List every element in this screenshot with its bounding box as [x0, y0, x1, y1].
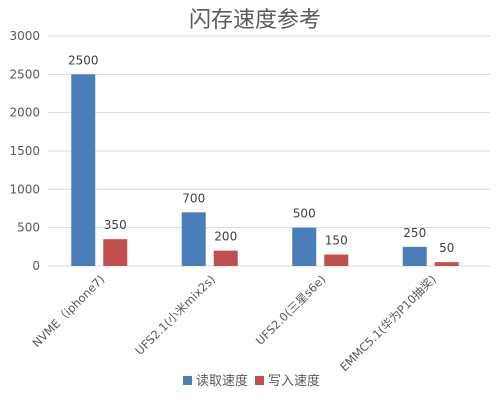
- data-label: 200: [214, 230, 237, 244]
- data-labels-layer: 2500 350 700 200 500 150 250 50: [68, 53, 454, 255]
- chart-title: 闪存速度参考: [189, 8, 321, 33]
- data-label: 350: [104, 218, 127, 232]
- data-label: 150: [325, 234, 348, 248]
- data-label: 500: [293, 207, 316, 221]
- bar-write: [103, 239, 128, 266]
- bar-write: [434, 262, 459, 266]
- y-tick-label: 1500: [9, 144, 40, 158]
- y-tick-label: 2500: [9, 67, 40, 81]
- y-tick-label: 2000: [9, 106, 40, 120]
- legend-label: 写入速度: [268, 373, 320, 389]
- data-label: 700: [182, 191, 205, 205]
- data-label: 2500: [68, 53, 99, 67]
- category-labels-layer: NVME（iphone7) UFS2.1(小米mix2s) UFS2.0(三星s6e…: [29, 272, 438, 374]
- bar-write: [213, 250, 238, 266]
- grid-layer: 0 500 1000 1500 2000 2500 3000: [9, 29, 490, 273]
- category-label: EMMC5.1(华为P10抽奖): [337, 272, 439, 374]
- legend-label: 读取速度: [196, 373, 248, 389]
- data-label: 250: [403, 226, 426, 240]
- data-label: 50: [439, 241, 454, 255]
- bar-read: [181, 212, 206, 266]
- bar-write: [324, 254, 349, 266]
- y-tick-label: 1000: [9, 182, 40, 196]
- y-tick-label: 0: [32, 259, 40, 273]
- bar-read: [292, 227, 317, 266]
- bar-read: [402, 246, 427, 266]
- legend-swatch: [183, 376, 192, 385]
- bars-layer: [71, 74, 459, 266]
- legend: 读取速度 写入速度: [183, 373, 320, 389]
- category-label: UFS2.1(小米mix2s): [132, 272, 217, 357]
- bar-read: [71, 74, 96, 266]
- y-tick-label: 3000: [9, 29, 40, 43]
- category-label: NVME（iphone7): [29, 272, 107, 350]
- category-label: UFS2.0(三星s6e): [253, 272, 329, 348]
- y-tick-label: 500: [17, 221, 40, 235]
- legend-swatch: [255, 376, 264, 385]
